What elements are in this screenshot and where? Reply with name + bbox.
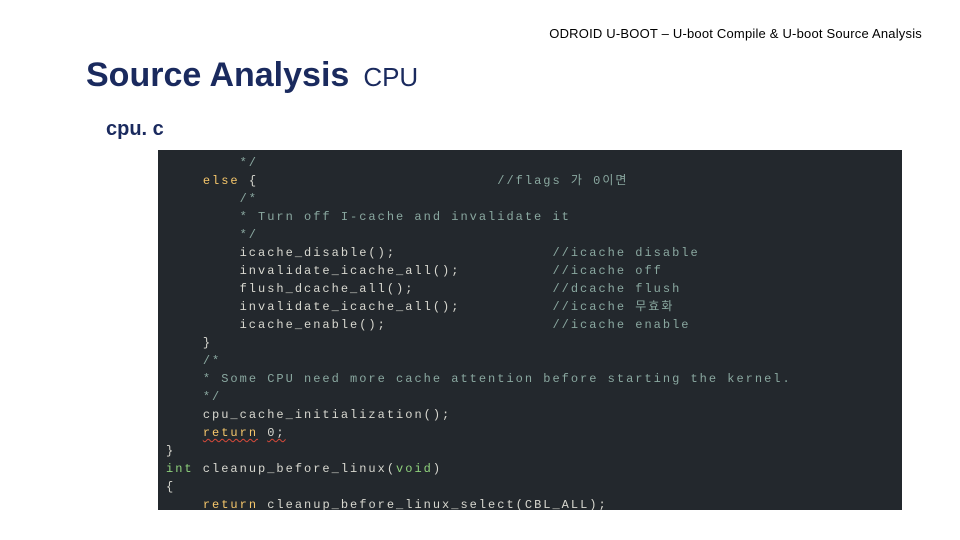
code-line: invalidate_icache_all(); //icache 무효화 — [166, 298, 894, 316]
code-line: * Some CPU need more cache attention bef… — [166, 370, 894, 388]
code-line: */ — [166, 388, 894, 406]
code-line: * Turn off I-cache and invalidate it — [166, 208, 894, 226]
code-line: cpu_cache_initialization(); — [166, 406, 894, 424]
code-line: /* — [166, 352, 894, 370]
code-line: */ — [166, 226, 894, 244]
code-line: return 0; — [166, 424, 894, 442]
code-line: /* — [166, 190, 894, 208]
code-line: else { //flags 가 0이면 — [166, 172, 894, 190]
code-line: icache_disable(); //icache disable — [166, 244, 894, 262]
code-line: } — [166, 442, 894, 460]
code-line: invalidate_icache_all(); //icache off — [166, 262, 894, 280]
code-line: } — [166, 334, 894, 352]
breadcrumb: ODROID U-BOOT – U-boot Compile & U-boot … — [549, 26, 922, 41]
code-block: */ else { //flags 가 0이면 /* * Turn off I-… — [158, 150, 902, 510]
title-main: Source Analysis — [86, 56, 349, 95]
filename-label: cpu. c — [106, 118, 164, 141]
slide-title: Source Analysis CPU — [86, 56, 418, 95]
code-line: */ — [166, 154, 894, 172]
code-line: flush_dcache_all(); //dcache flush — [166, 280, 894, 298]
code-line: int cleanup_before_linux(void) — [166, 460, 894, 478]
code-line: { — [166, 478, 894, 496]
code-line: return cleanup_before_linux_select(CBL_A… — [166, 496, 894, 510]
code-line: icache_enable(); //icache enable — [166, 316, 894, 334]
title-sub: CPU — [363, 62, 418, 93]
